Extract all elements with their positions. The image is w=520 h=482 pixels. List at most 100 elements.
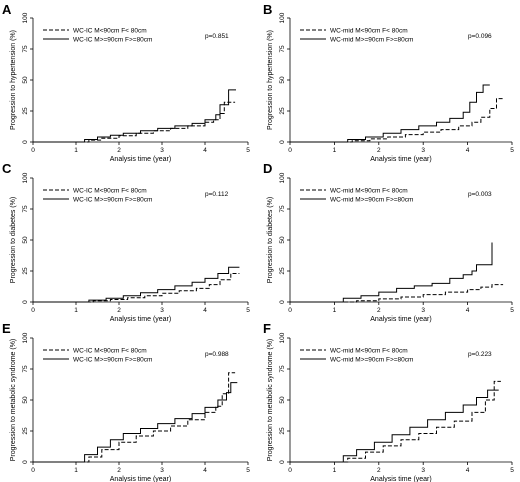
x-axis-title: Analysis time (year) — [370, 156, 431, 163]
x-tick-label: 4 — [203, 147, 207, 154]
x-tick-label: 5 — [510, 147, 514, 154]
x-tick-label: 2 — [377, 307, 381, 314]
x-axis-title: Analysis time (year) — [110, 476, 171, 482]
panel-letter: C — [2, 161, 12, 176]
legend-label: WC-IC M>=90cm F>=80cm — [73, 196, 152, 203]
km-curve-solid — [290, 242, 493, 303]
legend-label: WC-mid M>=90cm F>=80cm — [330, 356, 413, 363]
legend-label: WC-mid M<90cm F< 80cm — [330, 187, 408, 194]
legend-label: WC-IC M>=90cm F>=80cm — [73, 36, 152, 43]
y-tick-label: 50 — [22, 76, 29, 84]
y-tick-label: 25 — [22, 427, 29, 435]
km-curve-dashed — [290, 284, 504, 303]
legend-label: WC-IC M<90cm F< 80cm — [73, 347, 147, 354]
x-tick-label: 5 — [510, 307, 514, 314]
p-value: p=0.112 — [205, 191, 229, 198]
y-axis-title: Progression to metabolic syndrome (%) — [267, 339, 274, 462]
x-tick-label: 2 — [117, 467, 121, 474]
x-tick-label: 0 — [288, 467, 292, 474]
y-tick-label: 0 — [22, 460, 29, 464]
y-tick-label: 0 — [279, 140, 286, 144]
panel-letter: E — [2, 321, 11, 336]
y-tick-label: 100 — [279, 172, 286, 183]
legend-label: WC-mid M<90cm F< 80cm — [330, 347, 408, 354]
y-tick-label: 50 — [22, 396, 29, 404]
x-tick-label: 4 — [466, 147, 470, 154]
x-tick-label: 4 — [466, 307, 470, 314]
y-tick-label: 50 — [22, 236, 29, 244]
y-tick-label: 25 — [279, 427, 286, 435]
x-tick-label: 0 — [31, 147, 35, 154]
x-tick-label: 2 — [117, 147, 121, 154]
x-tick-label: 0 — [31, 307, 35, 314]
y-tick-label: 25 — [22, 267, 29, 275]
x-tick-label: 3 — [421, 307, 425, 314]
x-tick-label: 5 — [510, 467, 514, 474]
y-tick-label: 25 — [279, 267, 286, 275]
y-axis-title: Progression to hypertension (%) — [10, 30, 17, 130]
y-tick-label: 0 — [22, 140, 29, 144]
x-tick-label: 4 — [203, 307, 207, 314]
y-tick-label: 100 — [22, 12, 29, 23]
x-axis-title: Analysis time (year) — [110, 156, 171, 163]
x-tick-label: 3 — [421, 147, 425, 154]
km-curve-solid — [290, 389, 499, 463]
x-tick-label: 3 — [160, 147, 164, 154]
legend-label: WC-mid M>=90cm F>=80cm — [330, 36, 413, 43]
p-value: p=0.851 — [205, 33, 229, 40]
y-tick-label: 75 — [22, 205, 29, 213]
p-value: p=0.223 — [468, 351, 492, 358]
x-tick-label: 4 — [466, 467, 470, 474]
x-tick-label: 2 — [117, 307, 121, 314]
y-axis-title: Progression to metabolic syndrome (%) — [10, 339, 17, 462]
y-axis-title: Progression to diabetes (%) — [267, 197, 274, 283]
y-tick-label: 0 — [279, 460, 286, 464]
panel-letter: F — [263, 321, 271, 336]
x-tick-label: 0 — [288, 147, 292, 154]
km-curve-dashed — [290, 98, 504, 143]
y-tick-label: 75 — [22, 45, 29, 53]
x-tick-label: 5 — [246, 467, 250, 474]
legend-label: WC-mid M<90cm F< 80cm — [330, 27, 408, 34]
y-axis-title: Progression to diabetes (%) — [10, 197, 17, 283]
p-value: p=0.003 — [468, 191, 492, 198]
x-tick-label: 5 — [246, 307, 250, 314]
x-tick-label: 1 — [333, 147, 337, 154]
legend-label: WC-IC M>=90cm F>=80cm — [73, 356, 152, 363]
y-tick-label: 50 — [279, 76, 286, 84]
x-tick-label: 1 — [74, 147, 78, 154]
y-tick-label: 25 — [22, 107, 29, 115]
y-tick-label: 75 — [22, 365, 29, 373]
x-tick-label: 3 — [421, 467, 425, 474]
y-tick-label: 25 — [279, 107, 286, 115]
km-curve-dashed — [33, 273, 240, 303]
x-tick-label: 1 — [333, 307, 337, 314]
x-axis-title: Analysis time (year) — [370, 476, 431, 482]
y-tick-label: 100 — [22, 332, 29, 343]
y-tick-label: 100 — [279, 12, 286, 23]
x-tick-label: 0 — [288, 307, 292, 314]
y-tick-label: 75 — [279, 205, 286, 213]
x-axis-title: Analysis time (year) — [370, 316, 431, 323]
y-tick-label: 50 — [279, 396, 286, 404]
y-tick-label: 75 — [279, 365, 286, 373]
x-tick-label: 1 — [74, 467, 78, 474]
panel-letter: B — [263, 2, 272, 17]
km-curve-solid — [33, 89, 236, 143]
x-tick-label: 2 — [377, 147, 381, 154]
y-tick-label: 100 — [22, 172, 29, 183]
km-curve-solid — [290, 84, 490, 143]
x-tick-label: 4 — [203, 467, 207, 474]
panel-letter: A — [2, 2, 12, 17]
x-tick-label: 3 — [160, 467, 164, 474]
x-tick-label: 3 — [160, 307, 164, 314]
x-tick-label: 0 — [31, 467, 35, 474]
y-tick-label: 50 — [279, 236, 286, 244]
